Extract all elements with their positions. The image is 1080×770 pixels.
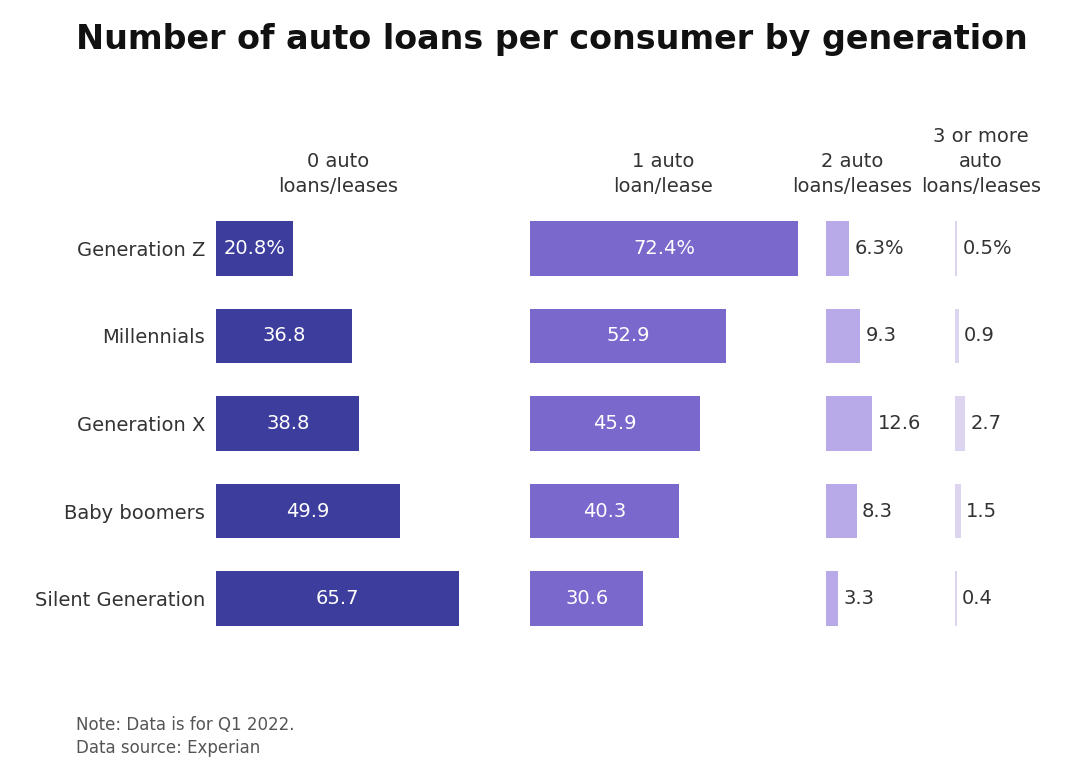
Bar — [530, 221, 798, 276]
Text: 45.9: 45.9 — [593, 414, 637, 433]
Bar — [826, 221, 849, 276]
Text: 20.8%: 20.8% — [224, 239, 285, 258]
Bar — [216, 484, 401, 538]
Text: 0.5%: 0.5% — [962, 239, 1012, 258]
Text: 6.3%: 6.3% — [854, 239, 904, 258]
Bar — [955, 571, 957, 626]
Text: 72.4%: 72.4% — [633, 239, 694, 258]
Text: 3.3: 3.3 — [843, 589, 875, 608]
Bar — [530, 309, 726, 363]
Bar — [530, 397, 700, 450]
Bar — [826, 397, 873, 450]
Text: 40.3: 40.3 — [583, 501, 626, 521]
Text: 2 auto
loans/leases: 2 auto loans/leases — [792, 152, 912, 196]
Bar — [216, 221, 293, 276]
Bar — [216, 571, 459, 626]
Bar — [216, 397, 360, 450]
Text: 1 auto
loan/lease: 1 auto loan/lease — [613, 152, 713, 196]
Text: 30.6: 30.6 — [565, 589, 608, 608]
Bar — [530, 484, 679, 538]
Text: 0.4: 0.4 — [962, 589, 994, 608]
Bar — [955, 309, 959, 363]
Bar — [955, 484, 961, 538]
Text: 0.9: 0.9 — [964, 326, 995, 346]
Text: Data source: Experian: Data source: Experian — [76, 739, 260, 757]
Bar — [826, 571, 838, 626]
Bar — [826, 309, 860, 363]
Text: 3 or more
auto
loans/leases: 3 or more auto loans/leases — [921, 127, 1041, 196]
Text: 12.6: 12.6 — [878, 414, 921, 433]
Bar — [530, 571, 644, 626]
Text: 38.8: 38.8 — [266, 414, 309, 433]
Text: 0 auto
loans/leases: 0 auto loans/leases — [278, 152, 397, 196]
Text: 9.3: 9.3 — [866, 326, 896, 346]
Text: 1.5: 1.5 — [967, 501, 998, 521]
Bar — [216, 309, 352, 363]
Text: 49.9: 49.9 — [286, 501, 329, 521]
Text: 8.3: 8.3 — [862, 501, 893, 521]
Text: 2.7: 2.7 — [971, 414, 1002, 433]
Bar — [955, 221, 957, 276]
Text: 52.9: 52.9 — [606, 326, 650, 346]
Text: 65.7: 65.7 — [315, 589, 360, 608]
Text: 36.8: 36.8 — [262, 326, 306, 346]
Bar — [826, 484, 856, 538]
Text: Number of auto loans per consumer by generation: Number of auto loans per consumer by gen… — [76, 23, 1027, 56]
Bar — [955, 397, 966, 450]
Text: Note: Data is for Q1 2022.: Note: Data is for Q1 2022. — [76, 716, 294, 734]
